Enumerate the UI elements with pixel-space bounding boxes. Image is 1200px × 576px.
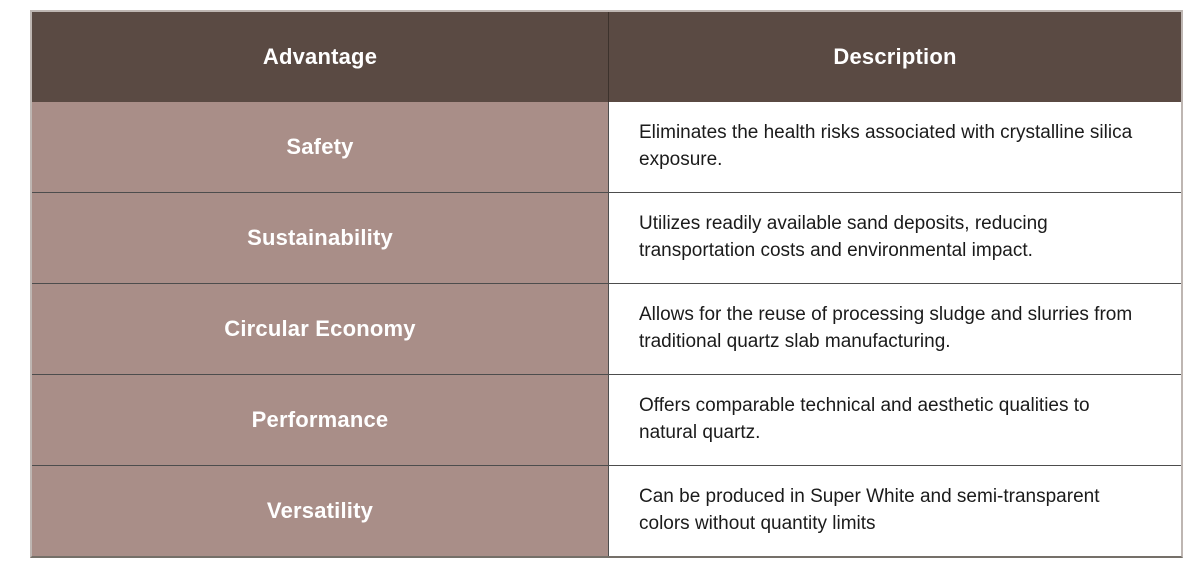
description-cell: Offers comparable technical and aestheti… [608, 375, 1181, 465]
advantage-cell: Sustainability [32, 193, 608, 283]
advantage-cell: Safety [32, 102, 608, 192]
advantage-label: Sustainability [247, 225, 393, 250]
table-row-performance: Performance Offers comparable technical … [32, 374, 1181, 465]
description-cell: Allows for the reuse of processing sludg… [608, 284, 1181, 374]
advantage-label: Safety [286, 134, 354, 159]
table-header-row: Advantage Description [32, 12, 1181, 102]
description-cell: Eliminates the health risks associated w… [608, 102, 1181, 192]
description-text: Eliminates the health risks associated w… [639, 122, 1133, 170]
advantage-column-header: Advantage [262, 44, 378, 69]
advantage-label: Versatility [266, 498, 374, 523]
description-text: Can be produced in Super White and semi-… [639, 486, 1100, 534]
advantage-cell: Versatility [32, 466, 608, 556]
advantage-label: Circular Economy [224, 316, 416, 341]
description-text: Utilizes readily available sand deposits… [639, 213, 1048, 261]
advantage-cell: Performance [32, 375, 608, 465]
description-cell: Utilizes readily available sand deposits… [608, 193, 1181, 283]
table-row-safety: Safety Eliminates the health risks assoc… [32, 102, 1181, 192]
advantage-cell: Circular Economy [32, 284, 608, 374]
table-row-circular-economy: Circular Economy Allows for the reuse of… [32, 283, 1181, 374]
description-text: Offers comparable technical and aestheti… [639, 395, 1090, 443]
header-cell-advantage: Advantage [32, 12, 608, 102]
header-cell-description: Description [608, 12, 1181, 102]
advantages-table: Advantage Description Safety Eliminates … [30, 10, 1183, 558]
table-row-versatility: Versatility Can be produced in Super Whi… [32, 465, 1181, 556]
description-text: Allows for the reuse of processing sludg… [639, 304, 1133, 352]
advantage-label: Performance [251, 407, 389, 432]
table-row-sustainability: Sustainability Utilizes readily availabl… [32, 192, 1181, 283]
description-column-header: Description [833, 44, 957, 69]
description-cell: Can be produced in Super White and semi-… [608, 466, 1181, 556]
